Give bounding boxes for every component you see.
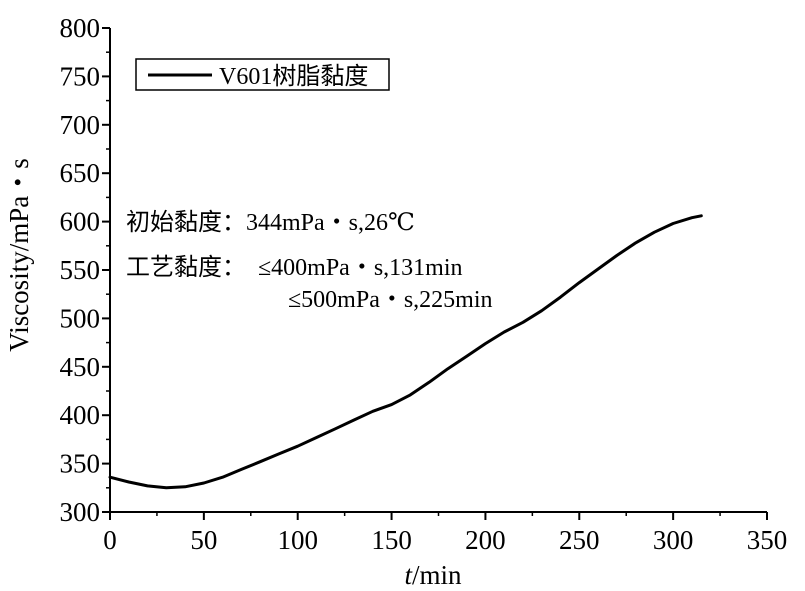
annotation-initial-viscosity: 初始黏度：344mPa・s,26℃ [126,209,415,236]
x-axis-title-unit: /min [412,560,462,590]
y-axis-ticks: 300 350 400 450 500 550 600 650 700 750 800 [60,13,110,527]
legend: V601树脂黏度 [135,58,390,91]
x-axis-title: t/min [404,560,462,590]
y-tick-label: 800 [60,13,101,43]
x-tick-label: 100 [277,525,318,555]
annotation-process-viscosity: 工艺黏度： ≤400mPa・s,131min [126,254,463,281]
y-tick-label: 700 [60,110,101,140]
y-tick-label: 750 [60,61,101,91]
x-tick-label: 150 [371,525,412,555]
y-tick-label: 350 [60,449,101,479]
y-tick-label: 400 [60,400,101,430]
viscosity-series-line [108,214,703,490]
annotation-process-viscosity-2: ≤500mPa・s,225min [288,287,493,313]
x-tick-label: 300 [653,525,694,555]
x-tick-label: 250 [559,525,600,555]
legend-label: V601树脂黏度 [219,63,368,90]
x-tick-label: 50 [190,525,217,555]
y-tick-label: 600 [60,207,101,237]
y-tick-label: 450 [60,352,101,382]
y-axis-title: Viscosity/mPa・s [4,158,34,351]
y-tick-label: 500 [60,303,101,333]
y-tick-label: 650 [60,158,101,188]
x-axis-title-variable: t [404,560,413,590]
x-tick-label: 350 [747,525,788,555]
x-tick-label: 0 [103,525,117,555]
y-tick-label: 550 [60,255,101,285]
x-axis-ticks: 0 50 100 150 200 250 300 350 [103,512,787,555]
y-tick-label: 300 [60,497,101,527]
x-tick-label: 200 [465,525,506,555]
